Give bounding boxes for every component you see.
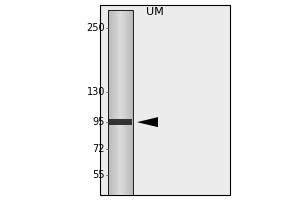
- Bar: [118, 10, 119, 195]
- Bar: [121, 10, 122, 195]
- Bar: [132, 10, 133, 195]
- Text: 95: 95: [93, 117, 105, 127]
- Bar: [108, 10, 109, 195]
- Bar: [122, 10, 123, 195]
- Bar: [115, 10, 116, 195]
- Text: UM: UM: [146, 7, 164, 17]
- Bar: [123, 10, 124, 195]
- Bar: [119, 10, 120, 195]
- Bar: [114, 10, 115, 195]
- Bar: [100, 5, 230, 195]
- Bar: [125, 10, 126, 195]
- Bar: [117, 10, 118, 195]
- Bar: [129, 10, 130, 195]
- Bar: [113, 10, 114, 195]
- Bar: [130, 10, 131, 195]
- Bar: [112, 10, 113, 195]
- Bar: [108, 10, 133, 195]
- Bar: [128, 10, 129, 195]
- Bar: [110, 10, 111, 195]
- Text: 72: 72: [92, 144, 105, 154]
- Bar: [126, 10, 127, 195]
- Bar: [109, 10, 110, 195]
- Bar: [131, 10, 132, 195]
- Polygon shape: [137, 117, 158, 127]
- Bar: [120, 10, 121, 195]
- Bar: [109, 119, 132, 125]
- Text: 55: 55: [92, 170, 105, 180]
- Text: 250: 250: [86, 23, 105, 33]
- Bar: [116, 10, 117, 195]
- Text: 130: 130: [87, 87, 105, 97]
- Bar: [124, 10, 125, 195]
- Bar: [111, 10, 112, 195]
